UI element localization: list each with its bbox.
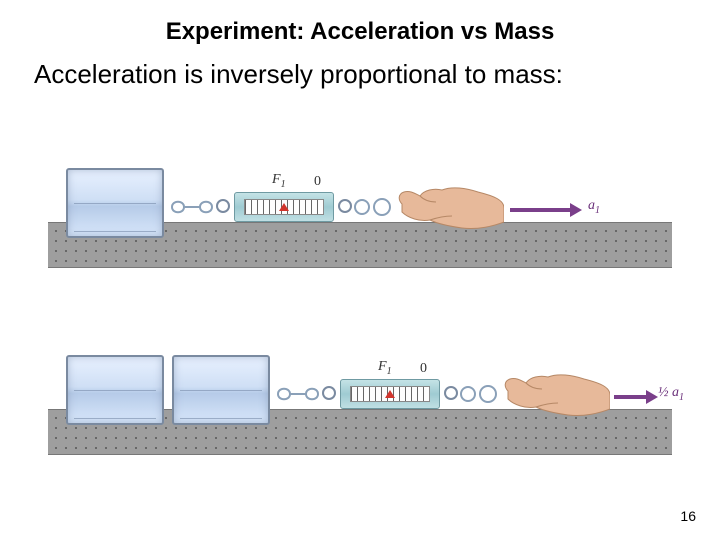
slide-subtitle: Acceleration is inversely proportional t… bbox=[0, 46, 720, 91]
spring-scale bbox=[326, 379, 454, 409]
diagram-two-mass: F1 0 ½ a1 bbox=[48, 345, 672, 455]
cart-block bbox=[172, 355, 270, 425]
pulling-hand bbox=[394, 178, 504, 234]
pulling-hand bbox=[500, 365, 610, 421]
force-label: F1 bbox=[272, 172, 286, 190]
cart-block bbox=[66, 168, 164, 238]
acceleration-label: a1 bbox=[588, 198, 600, 216]
diagram-one-mass: F1 0 a1 bbox=[48, 158, 672, 268]
hook-link bbox=[170, 198, 214, 216]
slide-title: Experiment: Acceleration vs Mass bbox=[0, 0, 720, 46]
acceleration-arrow bbox=[614, 395, 648, 399]
spring-scale bbox=[220, 192, 348, 222]
cart-block bbox=[66, 355, 164, 425]
hook-link-right bbox=[458, 385, 502, 403]
force-label: F1 bbox=[378, 359, 392, 377]
acceleration-label: ½ a1 bbox=[658, 385, 684, 403]
hook-link-right bbox=[352, 198, 396, 216]
zero-label: 0 bbox=[314, 174, 321, 190]
hook-link bbox=[276, 385, 320, 403]
acceleration-arrow bbox=[510, 208, 572, 212]
zero-label: 0 bbox=[420, 361, 427, 377]
page-number: 16 bbox=[680, 508, 696, 524]
